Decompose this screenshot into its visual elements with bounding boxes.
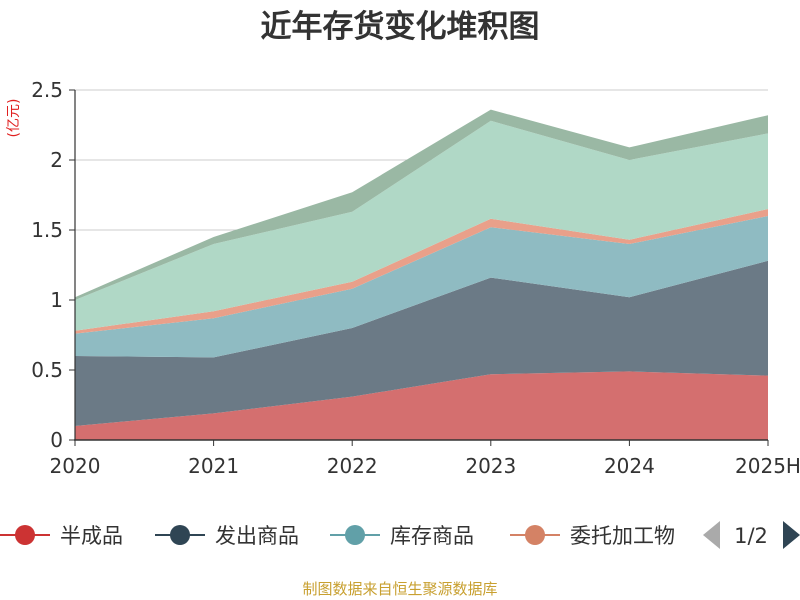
axes (74, 90, 768, 441)
x-axis-ticks: 2020 2021 2022 2023 2024 2025H (50, 440, 800, 478)
legend-prev-arrow-icon[interactable] (703, 521, 720, 549)
area-series-2 (75, 216, 768, 358)
legend-label-1: 发出商品 (215, 524, 299, 548)
area-series-4 (75, 120, 768, 331)
area-series-1 (75, 260, 768, 426)
stacked-areas (75, 109, 768, 440)
y-tick-label-4: 2 (50, 148, 63, 172)
data-source-note: 制图数据来自恒生聚源数据库 (302, 580, 497, 598)
legend-marker-0 (15, 525, 35, 545)
x-tick-label-3: 2023 (465, 454, 516, 478)
legend-label-3: 委托加工物 (570, 524, 675, 548)
y-tick-label-0: 0 (50, 428, 63, 452)
x-tick-label-5: 2025H (735, 454, 800, 478)
legend: 半成品 发出商品 库存商品 委托加工物 (0, 524, 675, 548)
legend-item-0[interactable]: 半成品 (0, 524, 123, 548)
x-tick-label-0: 2020 (50, 454, 101, 478)
y-tick-label-2: 1 (50, 288, 63, 312)
chart-title: 近年存货变化堆积图 (261, 9, 540, 45)
legend-item-3[interactable]: 委托加工物 (510, 524, 675, 548)
legend-next-arrow-icon[interactable] (783, 521, 800, 549)
y-tick-label-1: 0.5 (31, 358, 63, 382)
area-series-3 (75, 209, 768, 334)
y-tick-label-3: 1.5 (31, 218, 63, 242)
legend-label-2: 库存商品 (390, 524, 474, 548)
legend-marker-2 (345, 525, 365, 545)
y-tick-label-5: 2.5 (31, 78, 63, 102)
legend-label-0: 半成品 (60, 524, 123, 548)
y-axis-ticks: 0 0.5 1 1.5 2 2.5 (31, 78, 75, 452)
legend-pager: 1/2 (703, 521, 800, 549)
x-tick-label-1: 2021 (188, 454, 239, 478)
legend-item-2[interactable]: 库存商品 (330, 524, 474, 548)
legend-marker-1 (170, 525, 190, 545)
area-series-0 (75, 371, 768, 440)
x-tick-label-2: 2022 (327, 454, 378, 478)
y-axis-unit-label: (亿元) (6, 99, 22, 138)
x-tick-label-4: 2024 (604, 454, 655, 478)
legend-item-1[interactable]: 发出商品 (155, 524, 299, 548)
legend-page-indicator: 1/2 (734, 524, 768, 548)
legend-marker-3 (525, 525, 545, 545)
